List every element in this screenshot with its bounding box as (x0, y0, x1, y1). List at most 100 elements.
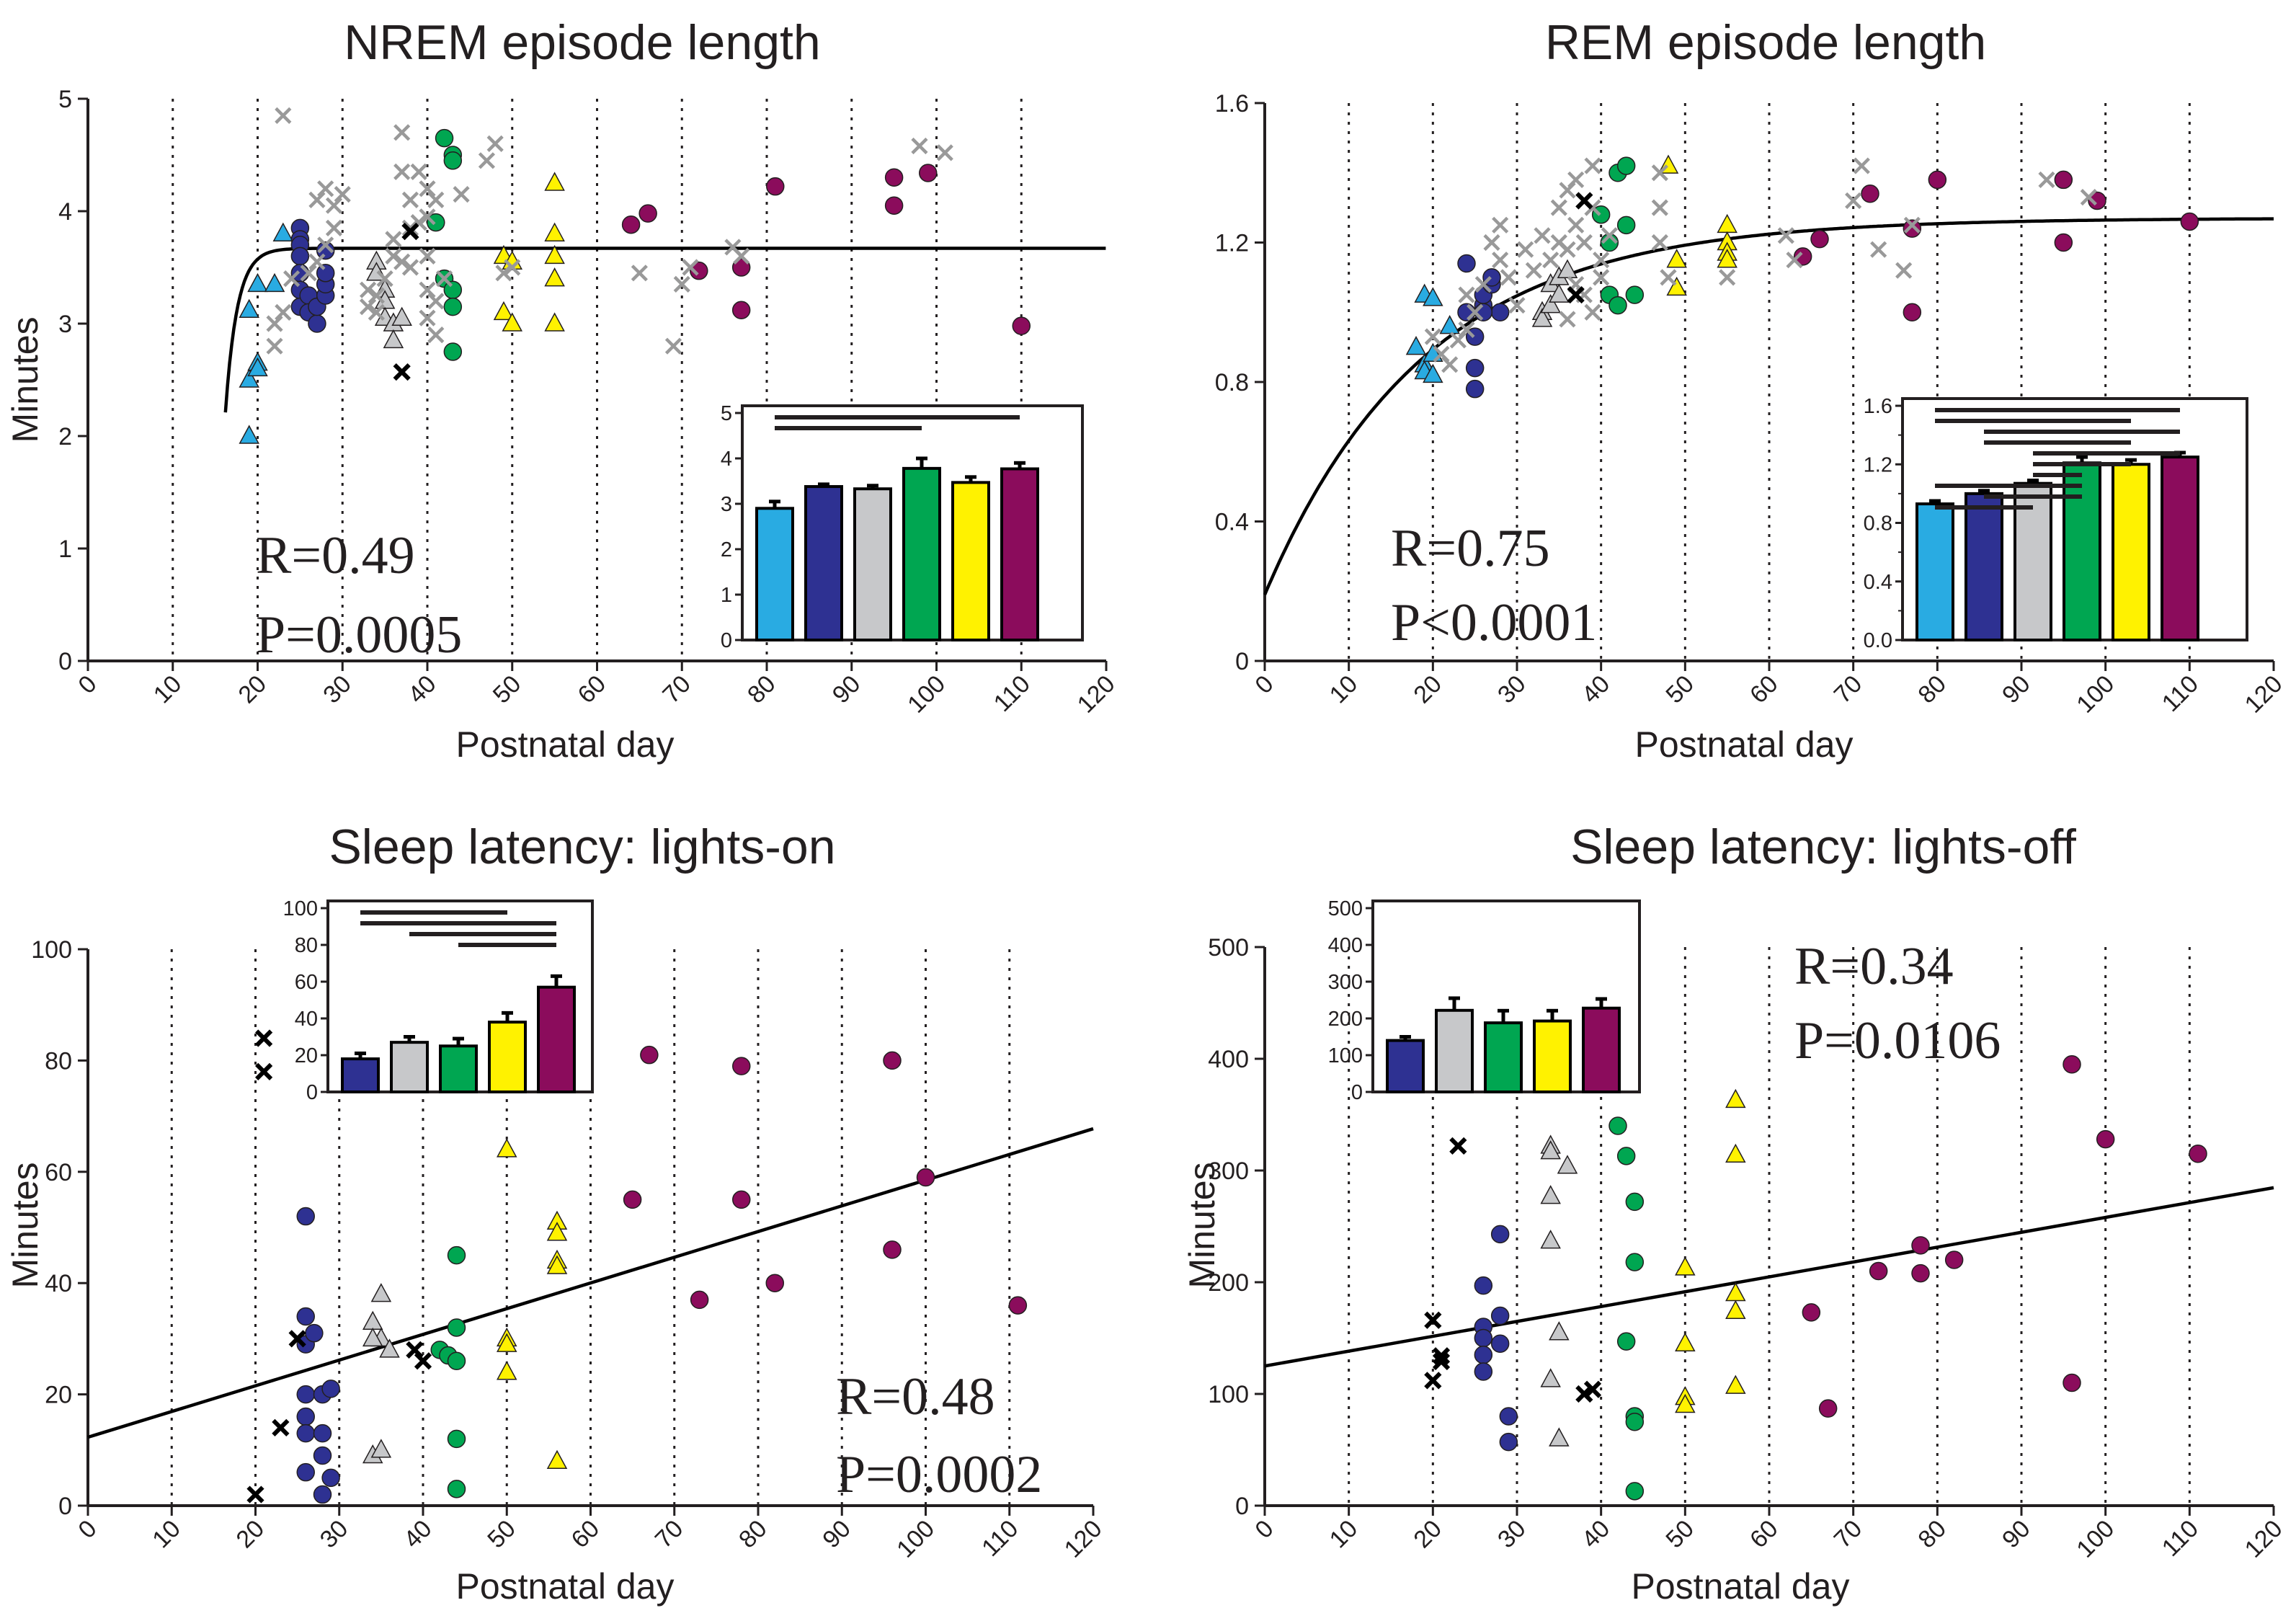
data-point-individual (1424, 328, 1441, 345)
data-point-p25-28 (308, 314, 326, 333)
data-point-individual (1660, 269, 1677, 286)
data-point-p34-36 (1540, 1185, 1561, 1204)
y-tick-label: 200 (1208, 1269, 1249, 1297)
data-point-p34-36 (370, 1439, 392, 1458)
y-axis-label: Minutes (5, 316, 45, 443)
data-point-p25-28 (1457, 254, 1476, 273)
data-point-p65-111 (1869, 1261, 1888, 1281)
data-point-p65-111 (621, 215, 641, 234)
data-point-individual (419, 281, 436, 298)
data-point-p42-44 (1625, 1192, 1645, 1212)
data-point-p34-36 (379, 1338, 400, 1358)
x-tick-label: 0 (73, 670, 102, 699)
data-point-individual (1719, 269, 1736, 286)
data-point-p65-111 (2063, 1373, 2081, 1392)
data-point-p25-28 (316, 264, 335, 283)
data-point-individual (334, 186, 351, 203)
y-tick-label: 60 (45, 1159, 72, 1186)
data-point-p65-111 (765, 1274, 784, 1292)
data-point-individual (1593, 252, 1610, 269)
x-tick-label: 60 (1745, 1515, 1784, 1554)
inset-bar-chart: 0 1 2 3 4 5 (721, 402, 1084, 652)
data-point-individual (1786, 252, 1803, 269)
data-point-p25-28 (1465, 358, 1485, 378)
data-point-p65-111 (623, 1190, 642, 1209)
data-point-p50-56 (544, 172, 565, 191)
data-point-p65-111 (883, 1240, 902, 1259)
data-point-individual (453, 186, 470, 203)
data-point-p25-28 (1490, 1334, 1510, 1353)
data-point-p34-36 (370, 1283, 392, 1302)
x-tick-label: 90 (827, 670, 866, 709)
data-point-p25-28 (290, 246, 310, 266)
data-point-individual (1508, 296, 1526, 314)
data-point-p42-44 (443, 280, 463, 299)
x-tick-label: 100 (891, 1515, 940, 1563)
data-point-individual (359, 281, 377, 298)
x-tick-label: 30 (1492, 1515, 1531, 1554)
data-point-p42-44 (1625, 1253, 1645, 1271)
data-point-p42-44 (1608, 296, 1627, 315)
x-tick-label: 10 (1325, 1515, 1363, 1554)
inset-bar-p65-111 (1000, 467, 1039, 641)
data-point-p25-28 (1499, 1407, 1518, 1426)
data-point-p25-28 (296, 1385, 315, 1404)
data-point-p65-111 (884, 196, 904, 215)
data-point-p42-44 (447, 1245, 466, 1265)
data-point-p50-56 (1725, 1281, 1746, 1302)
data-point-individual (317, 236, 334, 254)
chart-title: Sleep latency: lights-on (329, 819, 835, 874)
data-point-p19-21 (247, 357, 268, 377)
data-point-p65-111 (2180, 212, 2199, 231)
x-tick-label: 20 (1408, 670, 1447, 709)
data-point-p34-36 (1557, 259, 1578, 278)
data-point-individual (266, 315, 283, 332)
data-point-individual (419, 208, 436, 226)
data-point-p19-21 (247, 272, 268, 293)
data-point-p50-56 (493, 301, 515, 321)
data-point-individual (664, 337, 682, 355)
data-point-p50-56 (1666, 249, 1687, 268)
data-point-p42-44 (435, 128, 454, 148)
data-point-individual (1651, 199, 1668, 216)
data-point-p42-44 (447, 1480, 466, 1498)
data-point-individual (478, 152, 496, 169)
data-point-individual (2080, 189, 2097, 206)
data-point-highlight (272, 1418, 290, 1437)
data-point-p50-56 (496, 1361, 517, 1380)
data-point-p34-36 (391, 306, 412, 326)
data-point-p25-28 (1474, 1362, 1493, 1381)
inset-bar-p25-28 (341, 1057, 380, 1093)
data-point-p65-111 (2189, 1145, 2207, 1163)
inset-bar-p65-111 (1582, 1006, 1621, 1093)
data-point-p50-56 (1725, 1374, 1746, 1394)
inset-y-tick-label: 60 (295, 971, 318, 994)
data-point-p65-111 (690, 1290, 709, 1310)
x-axis-label: Postnatal day (456, 1566, 675, 1607)
y-tick-label: 0.4 (1215, 509, 1249, 536)
data-point-individual (325, 197, 343, 214)
data-point-individual (317, 180, 334, 197)
inset-bar-p42-44 (1484, 1021, 1523, 1093)
data-point-p50-56 (546, 1449, 568, 1469)
data-point-individual (1567, 216, 1585, 234)
data-point-p65-111 (732, 1190, 751, 1209)
inset-bar-chart: 0 20 40 60 80 100 (283, 897, 594, 1104)
inset-bar-p19-21 (1915, 502, 1954, 641)
data-point-p42-44 (443, 342, 463, 361)
y-tick-label: 4 (58, 198, 72, 226)
data-point-p19-21 (239, 298, 259, 319)
x-tick-label: 60 (1745, 670, 1784, 709)
x-tick-label: 80 (742, 670, 781, 709)
data-point-p65-111 (1903, 219, 1922, 238)
data-point-individual (1651, 234, 1668, 252)
data-point-individual (1467, 303, 1484, 321)
data-point-individual (1870, 241, 1887, 258)
data-point-p25-28 (296, 1462, 315, 1482)
chart-title: Sleep latency: lights-off (1570, 819, 2076, 874)
inset-bar-p25-28 (1964, 492, 2003, 641)
x-tick-label: 60 (566, 1515, 605, 1554)
data-point-individual (1458, 321, 1475, 339)
data-point-p65-111 (2063, 1055, 2081, 1074)
inset-y-tick-label: 0.4 (1864, 571, 1892, 594)
